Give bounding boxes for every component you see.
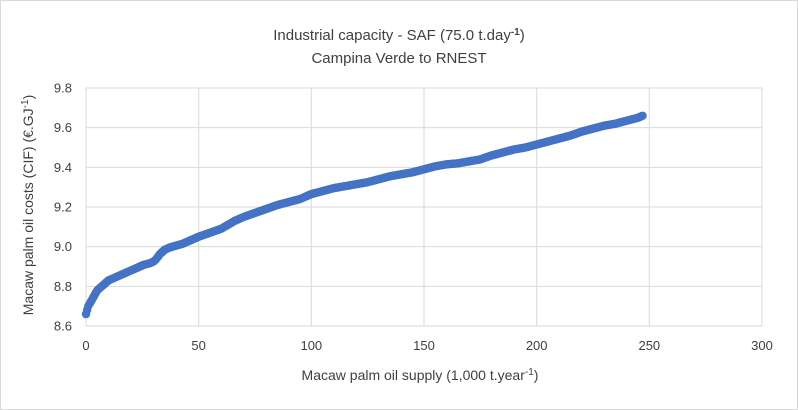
y-tick-label: 9.4 <box>54 160 72 175</box>
data-series <box>81 111 647 319</box>
y-axis-ticks: 8.6 8.8 9.0 9.2 9.4 9.6 9.8 <box>54 81 72 334</box>
y-tick-label: 9.8 <box>54 81 72 96</box>
y-tick-label: 8.8 <box>54 279 72 294</box>
y-tick-label: 9.2 <box>54 200 72 215</box>
x-tick-label: 200 <box>526 338 548 353</box>
y-tick-label: 8.6 <box>54 319 72 334</box>
y-tick-label: 9.0 <box>54 239 72 254</box>
x-tick-label: 150 <box>413 338 435 353</box>
y-axis-title: Macaw palm oil costs (CIF) (€.GJ-1) <box>20 95 37 316</box>
x-axis-title: Macaw palm oil supply (1,000 t.year-1) <box>302 367 539 384</box>
data-point <box>638 111 647 120</box>
x-tick-label: 100 <box>300 338 322 353</box>
x-tick-label: 300 <box>751 338 773 353</box>
x-tick-label: 0 <box>82 338 89 353</box>
x-tick-label: 250 <box>638 338 660 353</box>
x-tick-label: 50 <box>191 338 205 353</box>
chart-subtitle: Campina Verde to RNEST <box>311 50 486 67</box>
y-tick-label: 9.6 <box>54 120 72 135</box>
gridlines <box>85 87 763 327</box>
x-axis-ticks: 0 50 100 150 200 250 300 <box>82 338 772 353</box>
chart-title: Industrial capacity - SAF (75.0 t.day-1) <box>273 27 525 45</box>
